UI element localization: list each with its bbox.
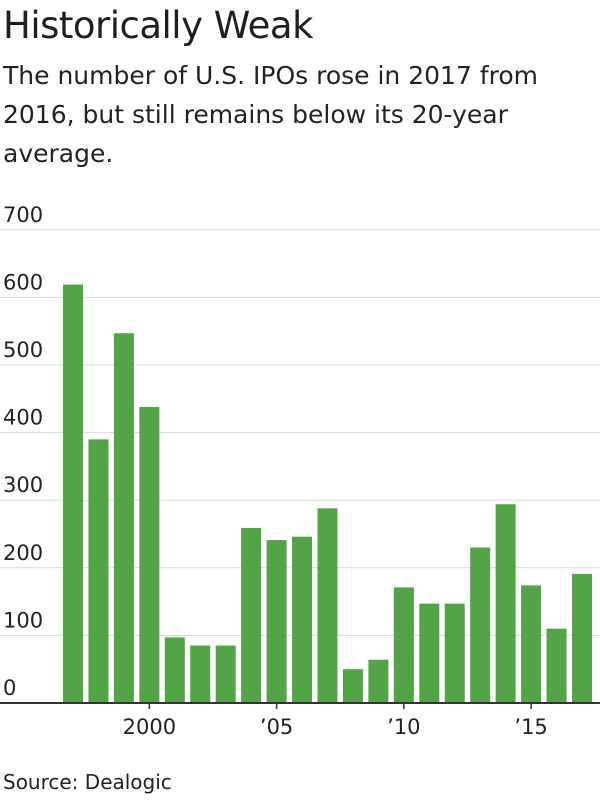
- bar-2014: [495, 504, 516, 703]
- y-tick-label: 600: [3, 270, 43, 294]
- bar-1997: [63, 284, 83, 703]
- y-tick-label: 500: [3, 338, 43, 362]
- bar-1999: [113, 333, 134, 703]
- chart-subtitle: The number of U.S. IPOs rose in 2017 fro…: [3, 61, 538, 168]
- y-tick-labels: 0 100 200 300 400 500 600 700: [3, 203, 43, 700]
- x-tick-label: ’10: [387, 715, 420, 739]
- bar-2013: [470, 547, 491, 703]
- bar-2009: [368, 659, 389, 703]
- y-tick-label: 400: [3, 406, 43, 430]
- bar-2010: [393, 587, 414, 703]
- bar-2001: [164, 637, 185, 703]
- bar-2004: [241, 527, 262, 703]
- bar-2003: [215, 645, 236, 703]
- chart-title: Historically Weak: [3, 4, 314, 47]
- bar-2015: [521, 585, 542, 703]
- bars: [63, 284, 592, 703]
- x-tick-labels: 2000 ’05 ’10 ’15: [123, 703, 548, 739]
- bar-2017: [572, 573, 592, 703]
- bar-2012: [444, 603, 465, 703]
- x-tick-label: ’05: [260, 715, 293, 739]
- y-tick-label: 300: [3, 473, 43, 497]
- bar-2002: [190, 645, 211, 703]
- y-tick-label: 0: [3, 676, 16, 700]
- bar-2007: [317, 508, 338, 703]
- x-tick-label: 2000: [123, 715, 176, 739]
- bar-2016: [546, 628, 567, 703]
- ipo-bar-chart: 0 100 200 300 400 500 600 700 2000 ’05 ’10 ’15: [0, 203, 600, 739]
- x-tick-label: ’15: [514, 715, 547, 739]
- bar-2006: [292, 536, 313, 703]
- bar-2000: [139, 406, 160, 703]
- bar-1998: [88, 439, 109, 703]
- bar-2011: [419, 603, 440, 703]
- y-tick-label: 700: [3, 203, 43, 227]
- bar-2008: [342, 669, 363, 703]
- bar-2005: [266, 540, 287, 703]
- y-tick-label: 200: [3, 541, 43, 565]
- y-tick-label: 100: [3, 608, 43, 632]
- source-note: Source: Dealogic: [3, 770, 172, 794]
